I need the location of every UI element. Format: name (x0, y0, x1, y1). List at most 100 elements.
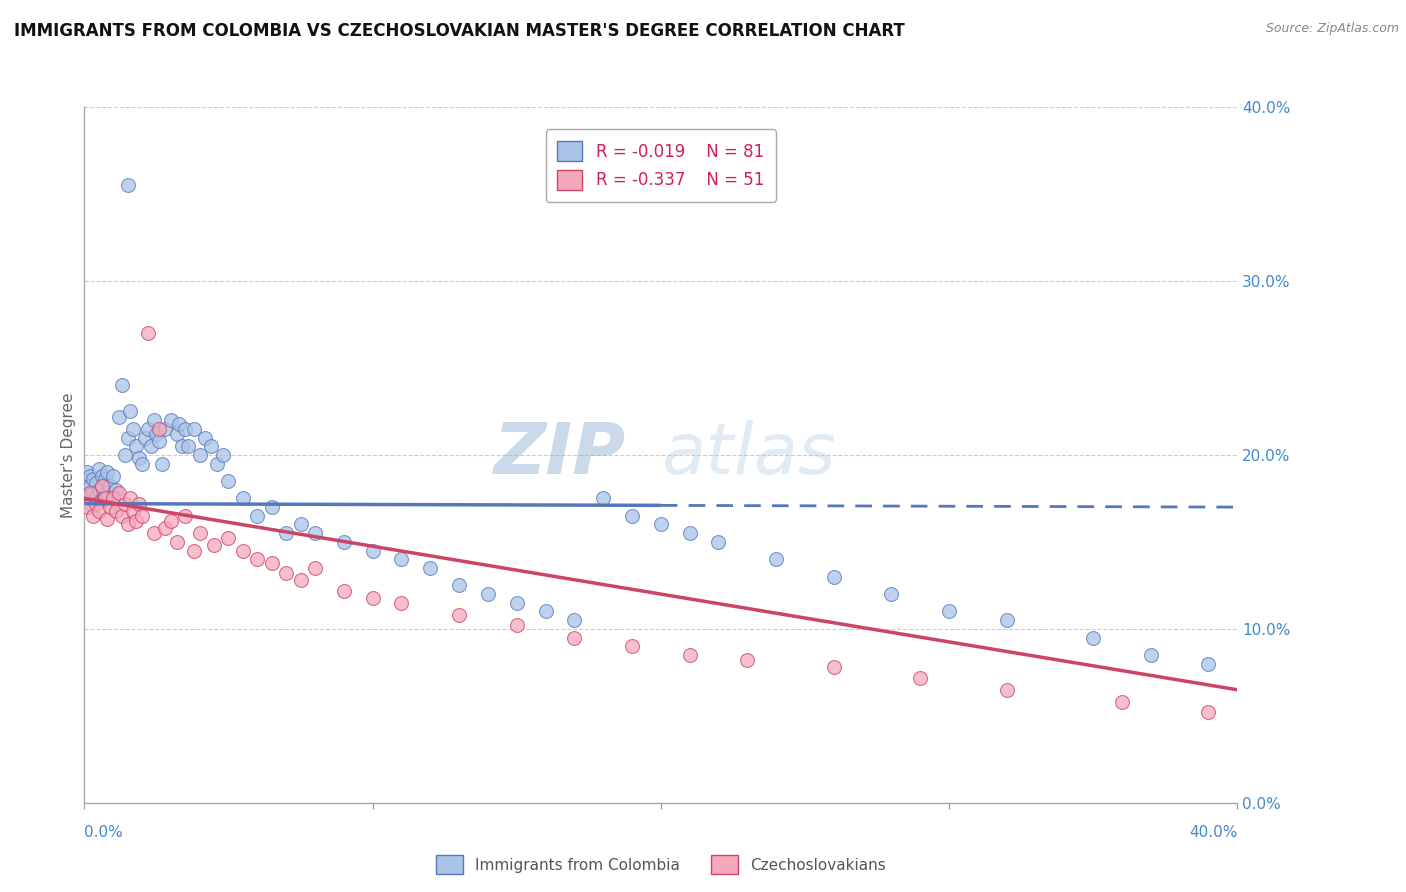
Point (938, 605, 960, 619)
Point (142, 526, 165, 541)
Point (823, 570, 845, 584)
Point (79, 479, 101, 493)
Point (246, 552, 269, 566)
Point (765, 552, 787, 566)
Point (166, 534, 188, 549)
Point (564, 631, 586, 645)
Point (111, 508, 134, 523)
Point (105, 483, 128, 497)
Point (679, 648, 702, 662)
Point (534, 605, 557, 619)
Point (232, 543, 254, 558)
Point (1111, 695, 1133, 709)
Point (823, 660, 845, 674)
Point (142, 413, 165, 427)
Point (79, 486, 101, 500)
Point (332, 534, 354, 549)
Point (880, 587, 903, 601)
Legend: R = -0.019    N = 81, R = -0.337    N = 51: R = -0.019 N = 81, R = -0.337 N = 51 (546, 129, 776, 202)
Point (679, 526, 702, 541)
Text: IMMIGRANTS FROM COLOMBIA VS CZECHOSLOVAKIAN MASTER'S DEGREE CORRELATION CHART: IMMIGRANTS FROM COLOMBIA VS CZECHOSLOVAK… (14, 22, 905, 40)
Point (105, 503, 128, 517)
Point (103, 491, 125, 506)
Text: Source: ZipAtlas.com: Source: ZipAtlas.com (1265, 22, 1399, 36)
Point (160, 514, 183, 528)
Point (650, 517, 672, 532)
Point (194, 431, 217, 445)
Point (148, 434, 170, 448)
Point (200, 439, 222, 453)
Point (1083, 631, 1105, 645)
Point (139, 439, 162, 453)
Point (122, 422, 145, 436)
Point (506, 596, 529, 610)
Point (361, 591, 384, 605)
Point (188, 526, 211, 541)
Point (361, 543, 384, 558)
Point (128, 497, 150, 511)
Point (260, 556, 283, 570)
Point (153, 422, 176, 436)
Point (166, 427, 188, 442)
Point (737, 653, 759, 667)
Y-axis label: Master's Degree: Master's Degree (60, 392, 76, 517)
Point (148, 422, 170, 436)
Point (172, 439, 194, 453)
Point (98, 500, 121, 514)
Text: 0.0%: 0.0% (84, 825, 124, 840)
Point (93, 491, 115, 506)
Point (87, 503, 110, 517)
Point (447, 607, 470, 622)
Point (82, 472, 104, 486)
Text: ZIP: ZIP (494, 420, 626, 490)
Point (84, 490, 107, 504)
Point (122, 503, 145, 517)
Point (84, 475, 107, 490)
Point (621, 639, 644, 653)
Point (205, 457, 228, 471)
Point (134, 431, 156, 445)
Point (211, 448, 233, 462)
Point (128, 451, 150, 466)
Point (108, 409, 131, 424)
Point (114, 497, 136, 511)
Point (111, 378, 134, 392)
Point (183, 543, 205, 558)
Point (120, 491, 142, 506)
Point (1198, 657, 1220, 671)
Point (87, 483, 110, 497)
Point (332, 583, 354, 598)
Point (131, 508, 153, 523)
Point (1140, 648, 1163, 662)
Point (90, 493, 112, 508)
Point (125, 439, 148, 453)
Point (136, 326, 159, 340)
Point (246, 508, 269, 523)
Legend: Immigrants from Colombia, Czechoslovakians: Immigrants from Colombia, Czechoslovakia… (429, 849, 893, 880)
Point (136, 422, 159, 436)
Point (84, 497, 107, 511)
Point (87, 462, 110, 476)
Point (150, 457, 173, 471)
Text: atlas: atlas (661, 420, 835, 490)
Point (218, 532, 240, 546)
Point (103, 468, 125, 483)
Point (290, 517, 312, 532)
Point (120, 404, 142, 418)
Point (506, 618, 529, 632)
Point (96, 466, 118, 480)
Point (174, 508, 197, 523)
Point (592, 491, 614, 506)
Point (153, 521, 176, 535)
Point (114, 448, 136, 462)
Point (79, 468, 101, 483)
Point (103, 490, 125, 504)
Text: 40.0%: 40.0% (1189, 825, 1237, 840)
Point (145, 427, 167, 442)
Point (477, 587, 499, 601)
Point (564, 613, 586, 627)
Point (290, 573, 312, 587)
Point (125, 514, 148, 528)
Point (96, 486, 118, 500)
Point (131, 457, 153, 471)
